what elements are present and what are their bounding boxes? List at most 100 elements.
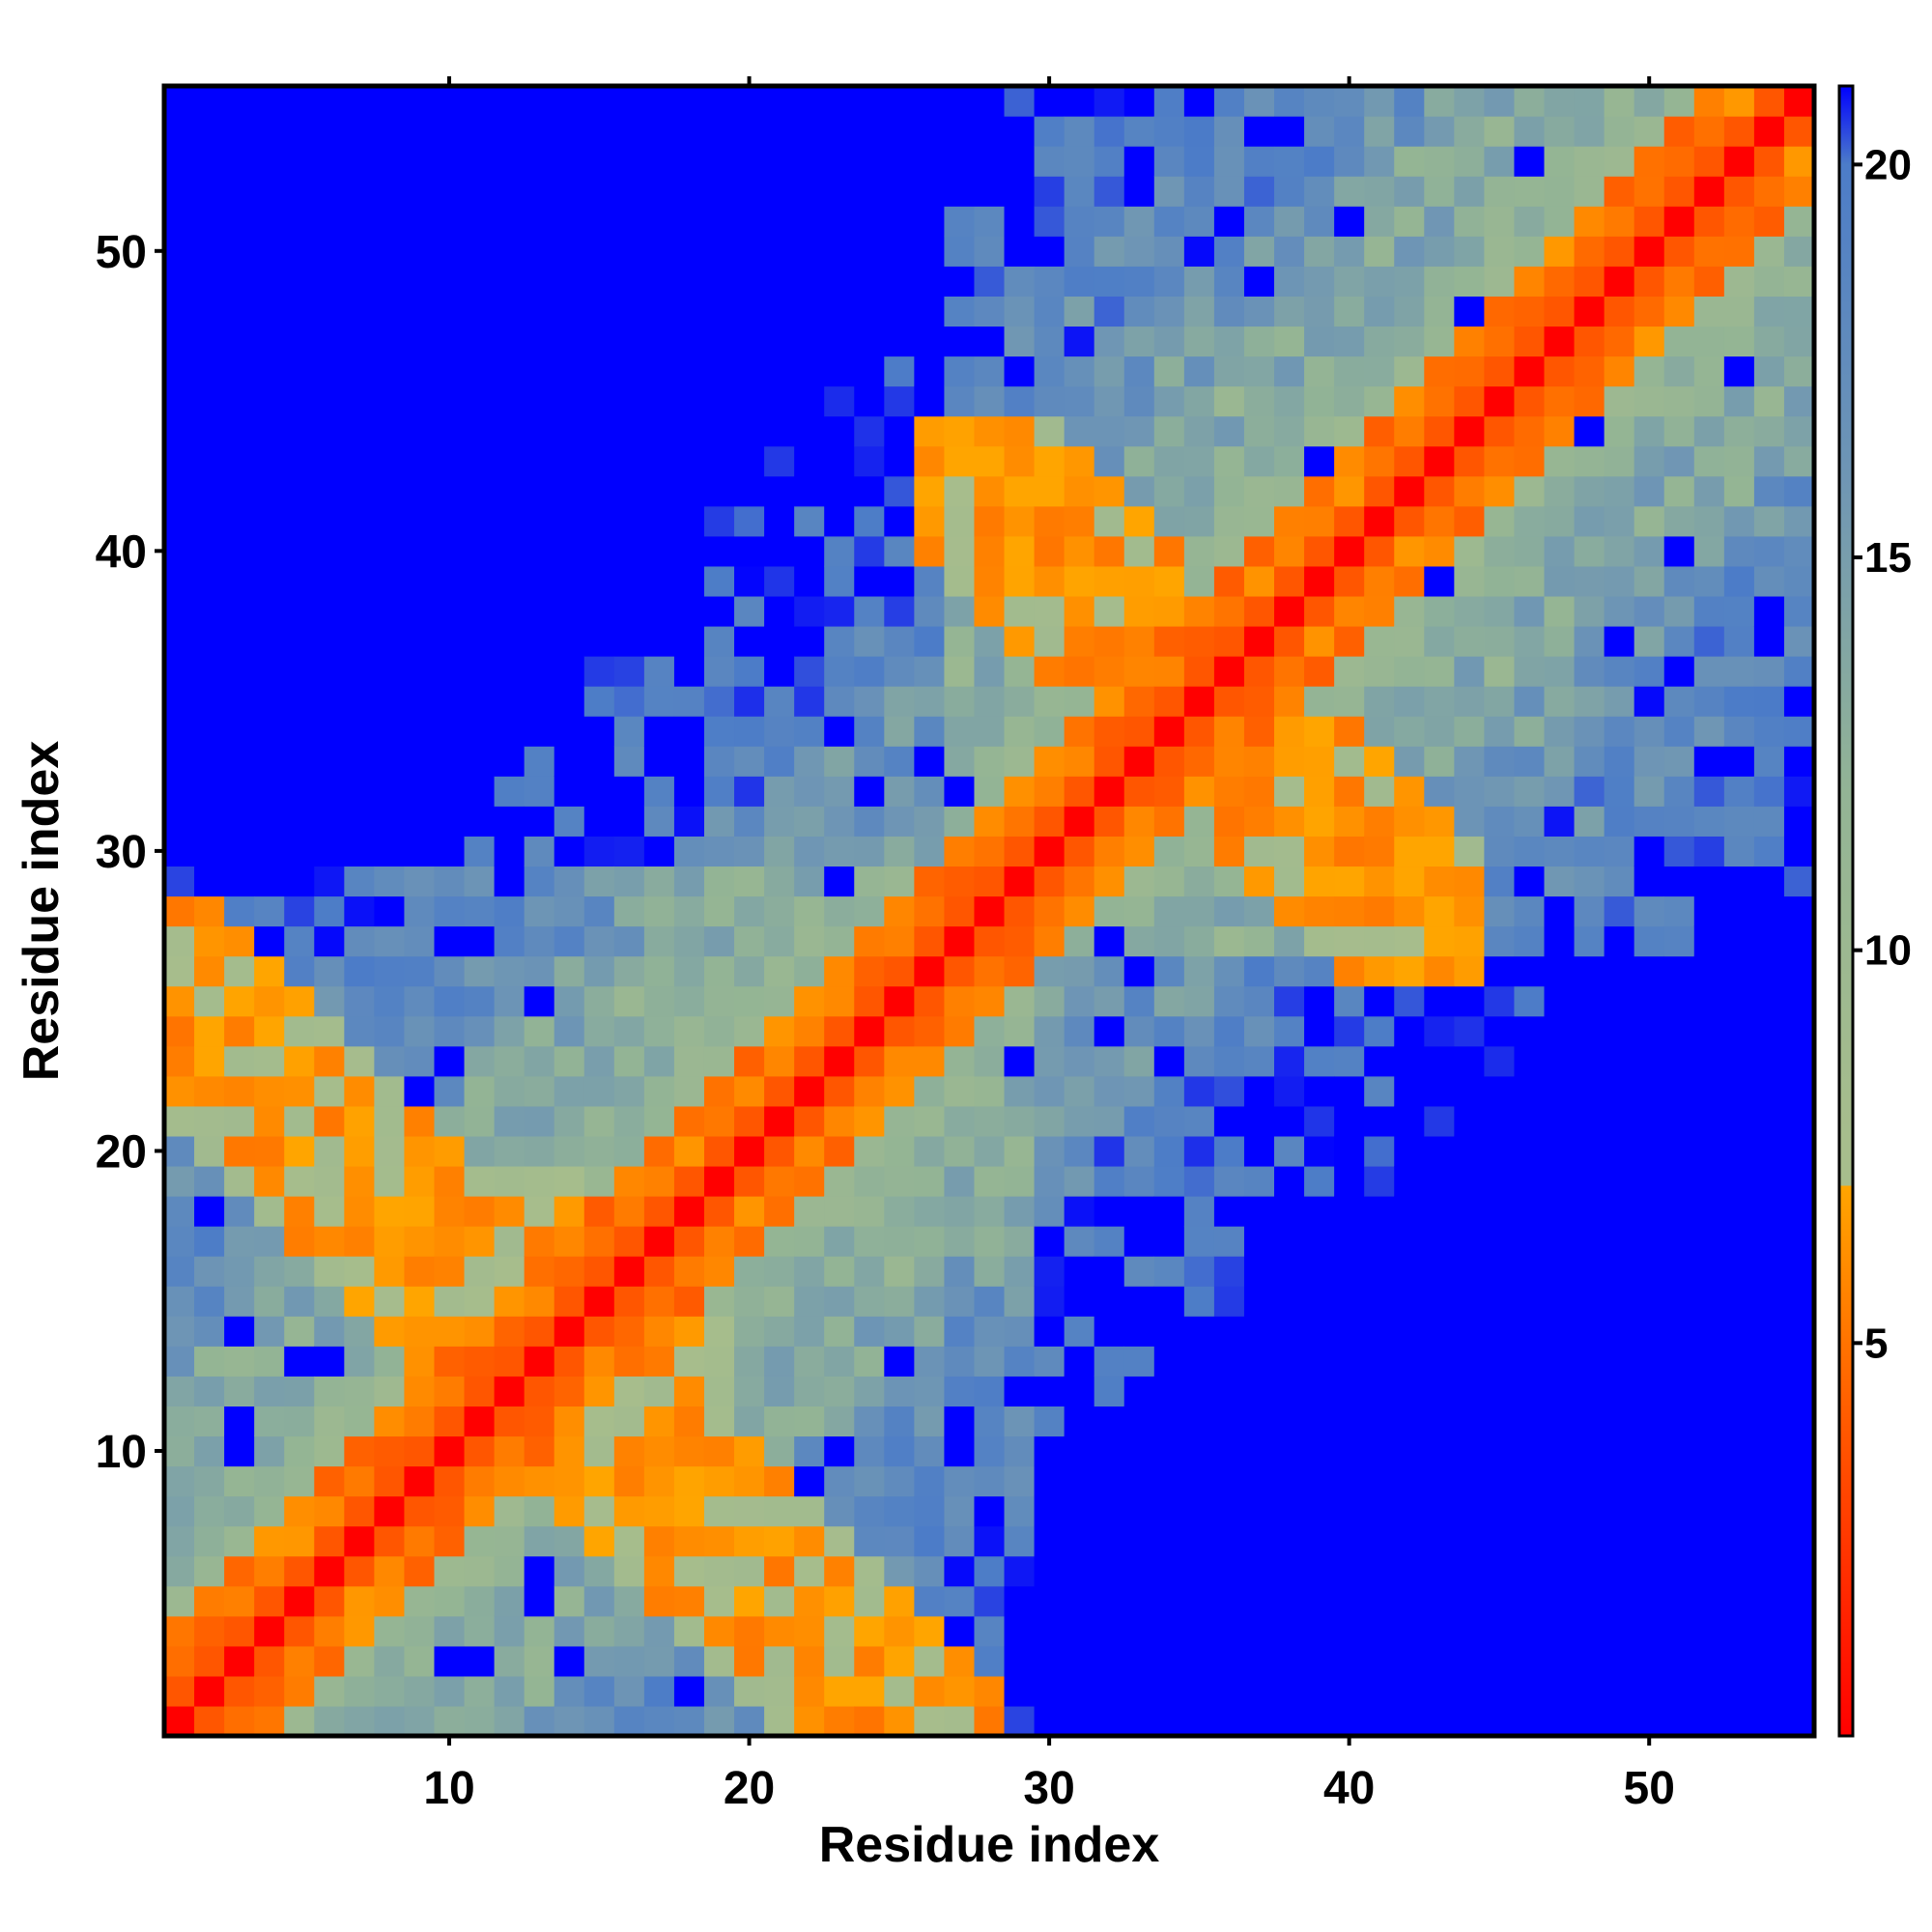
heatmap-cell xyxy=(194,1675,225,1707)
heatmap-cell xyxy=(1243,836,1275,867)
heatmap-cell xyxy=(794,176,825,207)
heatmap-cell xyxy=(974,625,1006,657)
heatmap-cell xyxy=(1634,1376,1665,1406)
heatmap-cell xyxy=(884,475,915,507)
heatmap-cell xyxy=(164,326,195,357)
heatmap-cell xyxy=(1753,1316,1785,1347)
heatmap-cell xyxy=(794,475,825,507)
heatmap-cell xyxy=(1634,326,1665,357)
heatmap-cell xyxy=(554,206,585,237)
heatmap-cell xyxy=(1243,206,1275,237)
heatmap-cell xyxy=(1723,146,1755,177)
heatmap-cell xyxy=(434,1705,466,1737)
heatmap-cell xyxy=(164,266,195,297)
heatmap-cell xyxy=(1004,1435,1036,1467)
heatmap-cell xyxy=(314,296,345,327)
heatmap-cell xyxy=(944,1015,976,1047)
heatmap-cell xyxy=(884,176,915,207)
heatmap-cell xyxy=(1663,1316,1695,1347)
heatmap-cell xyxy=(1544,836,1576,867)
heatmap-cell xyxy=(1454,1075,1485,1107)
heatmap-cell xyxy=(314,1226,345,1257)
heatmap-cell xyxy=(1004,1555,1036,1587)
heatmap-cell xyxy=(1334,625,1365,657)
heatmap-cell xyxy=(284,955,315,987)
heatmap-cell xyxy=(164,716,195,747)
heatmap-cell xyxy=(854,1675,885,1707)
heatmap-cell xyxy=(1574,1316,1605,1347)
heatmap-cell xyxy=(344,836,375,867)
heatmap-cell xyxy=(824,1495,855,1527)
heatmap-cell xyxy=(974,236,1006,267)
heatmap-cell xyxy=(1723,1406,1755,1437)
heatmap-cell xyxy=(1663,836,1695,867)
heatmap-cell xyxy=(1663,296,1695,327)
heatmap-cell xyxy=(764,866,795,897)
heatmap-cell xyxy=(194,595,225,627)
heatmap-cell xyxy=(1604,296,1635,327)
heatmap-cell xyxy=(613,716,645,747)
heatmap-cell xyxy=(464,776,496,807)
heatmap-cell xyxy=(524,535,555,567)
heatmap-cell xyxy=(1304,595,1335,627)
heatmap-cell xyxy=(824,1376,855,1406)
heatmap-cell xyxy=(1424,716,1455,747)
heatmap-cell xyxy=(404,1525,436,1557)
heatmap-cell xyxy=(1213,1495,1245,1527)
heatmap-cell xyxy=(944,595,976,627)
heatmap-cell xyxy=(314,565,345,597)
heatmap-cell xyxy=(1484,1495,1516,1527)
heatmap-cell xyxy=(1723,206,1755,237)
heatmap-cell xyxy=(1753,1165,1785,1197)
heatmap-cell xyxy=(944,296,976,327)
heatmap-cell xyxy=(224,1226,255,1257)
heatmap-cell xyxy=(1723,836,1755,867)
heatmap-cell xyxy=(1364,1346,1395,1377)
heatmap-cell xyxy=(284,1675,315,1707)
heatmap-cell xyxy=(1484,116,1516,147)
heatmap-cell xyxy=(613,806,645,837)
heatmap-cell xyxy=(1723,656,1755,687)
heatmap-cell xyxy=(1364,1465,1395,1497)
heatmap-cell xyxy=(314,776,345,807)
heatmap-cell xyxy=(764,176,795,207)
heatmap-cell xyxy=(1574,1465,1605,1497)
heatmap-cell xyxy=(944,1105,976,1137)
heatmap-cell xyxy=(1634,746,1665,777)
heatmap-cell xyxy=(643,1135,675,1167)
heatmap-cell xyxy=(1753,716,1785,747)
heatmap-cell xyxy=(434,1406,466,1437)
heatmap-cell xyxy=(734,656,765,687)
heatmap-cell xyxy=(1604,746,1635,777)
heatmap-cell xyxy=(764,1615,795,1647)
heatmap-cell xyxy=(1364,806,1395,837)
heatmap-cell xyxy=(1274,1615,1305,1647)
heatmap-cell xyxy=(914,716,946,747)
heatmap-cell xyxy=(1364,1165,1395,1197)
heatmap-cell xyxy=(284,1196,315,1227)
heatmap-cell xyxy=(1064,1645,1095,1677)
heatmap-cell xyxy=(1153,1675,1185,1707)
heatmap-cell xyxy=(1243,535,1275,567)
heatmap-cell xyxy=(673,1675,705,1707)
heatmap-cell xyxy=(1334,445,1365,477)
heatmap-cell xyxy=(1693,1705,1725,1737)
heatmap-cell xyxy=(344,1165,375,1197)
heatmap-cell xyxy=(284,296,315,327)
heatmap-cell xyxy=(1034,236,1065,267)
heatmap-cell xyxy=(1394,326,1425,357)
heatmap-cell xyxy=(1004,1015,1036,1047)
heatmap-cell xyxy=(1213,1585,1245,1617)
heatmap-cell xyxy=(1753,985,1785,1017)
heatmap-cell xyxy=(164,1075,195,1107)
heatmap-cell xyxy=(1243,565,1275,597)
heatmap-cell xyxy=(1213,206,1245,237)
heatmap-cell xyxy=(554,955,585,987)
heatmap-cell xyxy=(1484,1465,1516,1497)
heatmap-cell xyxy=(944,1495,976,1527)
heatmap-cell xyxy=(1243,1376,1275,1406)
heatmap-cell xyxy=(1544,1406,1576,1437)
heatmap-cell xyxy=(524,1465,555,1497)
heatmap-cell xyxy=(824,206,855,237)
heatmap-cell xyxy=(1424,535,1455,567)
